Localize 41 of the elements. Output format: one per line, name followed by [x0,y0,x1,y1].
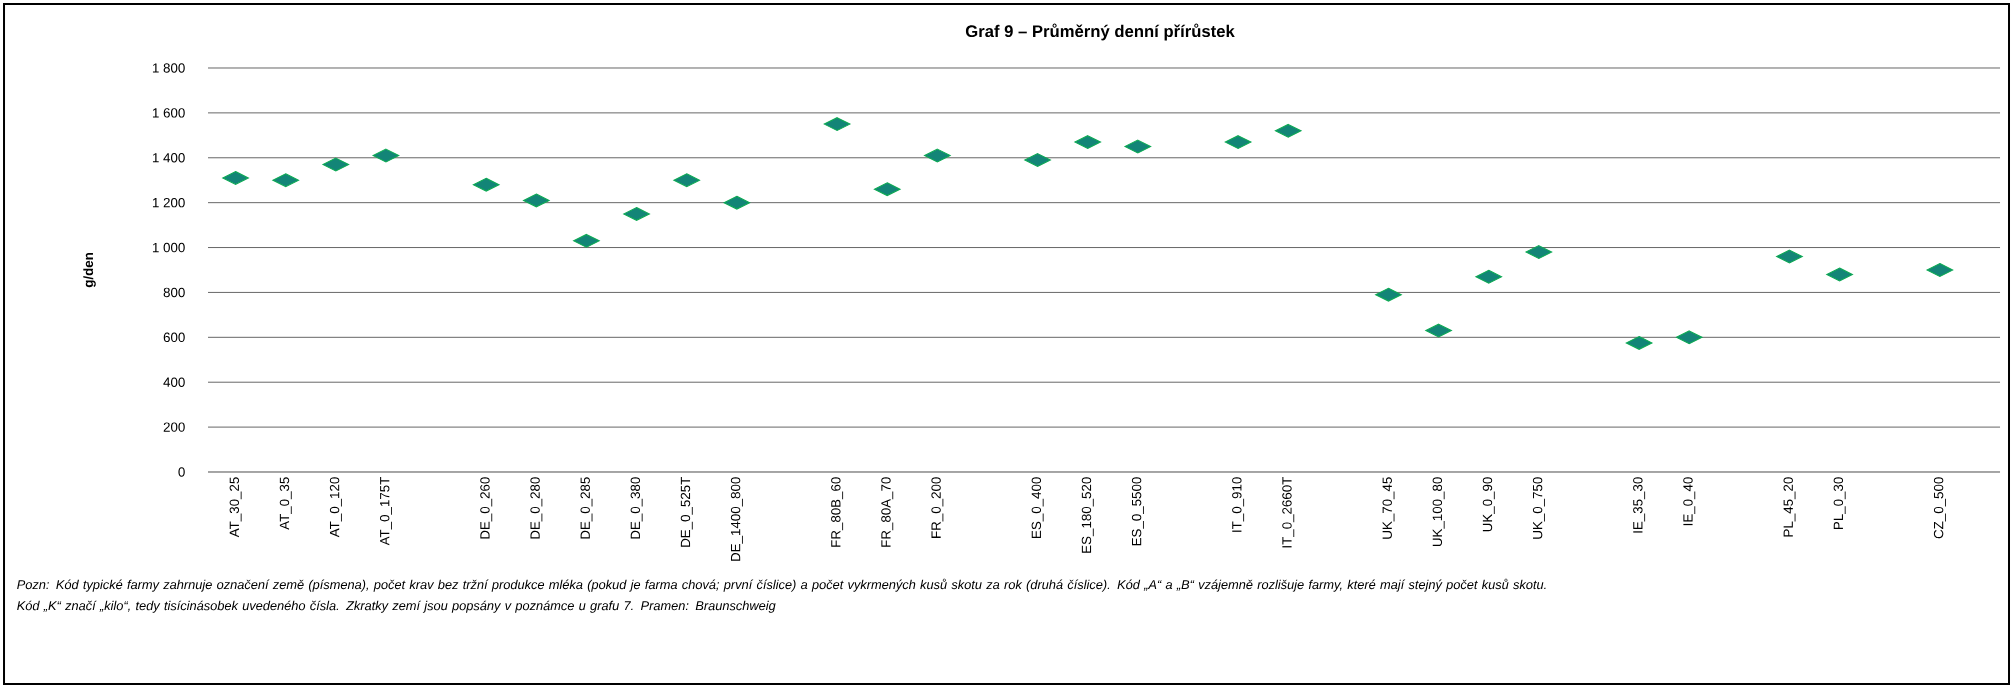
x-tick-label: UK_70_45 [1382,477,1395,539]
x-tick-label: DE_0_380 [630,477,643,539]
x-tick-label: ES_0_5500 [1131,477,1144,546]
y-tick-label: 400 [163,377,185,387]
x-tick-label: DE_0_260 [480,477,493,539]
x-tick-label: IE_0_40 [1683,477,1696,526]
x-tick-label: IT_0_910 [1232,477,1245,532]
x-tick-label: UK_0_750 [1532,477,1545,539]
x-tick-label: IE_35_30 [1633,477,1646,533]
x-tick-label: PL_0_30 [1833,477,1846,529]
x-tick-label: DE_1400_800 [730,477,743,561]
y-axis-title: g/den [83,253,96,288]
y-tick-label: 1 800 [152,63,185,73]
x-tick-label: AT_0_120 [329,477,342,538]
x-tick-label: FR_0_200 [931,477,944,538]
text: Pozn: Kód typické farmy zahrnuje označení země (písmena), počet krav bez tržní produkce mléka (pokud je farma chová; první číslice) a počet vykrmených kusů skotu za rok (druhá číslice). Kód „A“ a „B“ vzájemně rozlišuje farmy, které mají stejný počet kusů skotu. [17,578,1546,592]
x-tick-label: CZ_0_500 [1933,477,1946,539]
y-tick-label: 1 000 [152,242,185,253]
chart-title: Graf 9 – Průměrný denní přírůstek [965,23,1235,41]
text: Kód „K“ značí „kilo“, tedy tisícinásobek uvedeného čísla. Zkratky zemí jsou popsány v poznámce u grafu 7. Pramen: Braunschweig [17,600,776,613]
x-tick-label: IT_0_2660T [1282,477,1295,548]
x-tick-label: PL_45_20 [1783,477,1796,537]
x-tick-label: DE_0_280 [530,477,543,539]
x-tick-label: UK_100_80 [1432,477,1445,547]
y-tick-label: 200 [163,422,185,432]
x-tick-label: AT_0_175T [379,477,392,546]
x-tick-label: FR_80A_70 [881,477,894,547]
x-tick-label: DE_0_285 [580,477,593,539]
x-tick-label: AT_30_25 [229,477,242,538]
y-tick-label: 1 400 [152,153,185,163]
y-tick-label: 600 [163,332,185,343]
x-tick-label: FR_80B_60 [831,477,844,547]
y-tick-label: 1 600 [152,108,185,118]
x-tick-label: ES_0_400 [1031,477,1044,538]
y-tick-label: 800 [163,287,185,298]
y-tick-label: 0 [178,467,185,477]
y-tick-label: 1 200 [152,197,185,208]
x-tick-label: UK_0_90 [1482,477,1495,532]
x-tick-label: DE_0_525T [680,477,693,547]
x-tick-label: ES_180_520 [1081,477,1094,553]
x-tick-label: AT_0_35 [279,477,292,530]
